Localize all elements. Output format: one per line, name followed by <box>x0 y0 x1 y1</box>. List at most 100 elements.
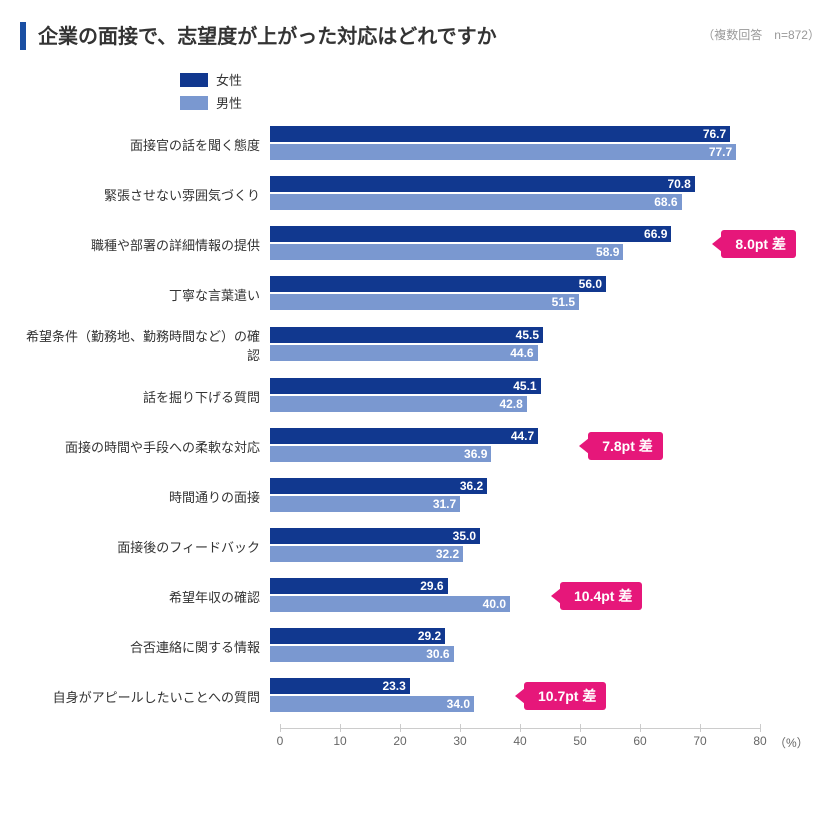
bar-female: 36.2 <box>270 478 487 494</box>
chart-row: 職種や部署の詳細情報の提供66.9 58.9 8.0pt 差 <box>20 226 820 262</box>
legend-swatch <box>180 96 208 110</box>
bar-track: 23.3 34.0 10.7pt 差 <box>270 678 750 714</box>
bar-track: 76.7 77.7 <box>270 126 750 162</box>
category-label: 面接後のフィードバック <box>20 537 270 556</box>
axis-tick <box>700 724 701 732</box>
difference-badge: 10.7pt 差 <box>524 682 606 710</box>
axis-tick-label: 60 <box>633 734 646 748</box>
badge-arrow-icon <box>579 438 589 454</box>
x-axis: 01020304050607080（%） <box>280 728 760 758</box>
bar-value-female: 45.5 <box>516 328 539 342</box>
bar-value-female: 45.1 <box>513 379 536 393</box>
chart-row: 緊張させない雰囲気づくり70.868.6 <box>20 176 820 212</box>
badge-arrow-icon <box>515 688 525 704</box>
bar-female: 29.6 <box>270 578 448 594</box>
axis-tick-label: 40 <box>513 734 526 748</box>
bar-value-male: 31.7 <box>433 497 456 511</box>
chart-row: 時間通りの面接36.2 31.7 <box>20 478 820 514</box>
category-label: 希望年収の確認 <box>20 587 270 606</box>
bar-track: 56.051.5 <box>270 276 750 312</box>
difference-badge: 7.8pt 差 <box>588 432 663 460</box>
axis-tick-label: 80 <box>753 734 766 748</box>
bar-value-male: 58.9 <box>596 245 619 259</box>
bar-track: 44.7 36.9 7.8pt 差 <box>270 428 750 464</box>
bar-male: 34.0 <box>270 696 474 712</box>
bar-value-male: 32.2 <box>436 547 459 561</box>
bar-track: 66.958.98.0pt 差 <box>270 226 750 262</box>
axis-tick-label: 10 <box>333 734 346 748</box>
bar-female: 44.7 <box>270 428 538 444</box>
chart-rows: 面接官の話を聞く態度76.777.7緊張させない雰囲気づくり70.868.6職種… <box>20 126 820 714</box>
bar-value-male: 30.6 <box>426 647 449 661</box>
axis-unit-label: （%） <box>774 734 809 751</box>
legend-item: 女性 <box>180 70 820 89</box>
bar-value-male: 68.6 <box>654 195 677 209</box>
bar-value-male: 44.6 <box>510 346 533 360</box>
legend-item: 男性 <box>180 93 820 112</box>
badge-arrow-icon <box>551 588 561 604</box>
bar-male: 32.2 <box>270 546 463 562</box>
bar-female: 76.7 <box>270 126 730 142</box>
chart-header: 企業の面接で、志望度が上がった対応はどれですか （複数回答 n=872） <box>20 20 820 50</box>
axis-tick <box>580 724 581 732</box>
bar-track: 29.6 40.0 10.4pt 差 <box>270 578 750 614</box>
bar-value-female: 35.0 <box>453 529 476 543</box>
difference-badge: 8.0pt 差 <box>721 230 796 258</box>
chart-row: 丁寧な言葉遣い56.051.5 <box>20 276 820 312</box>
bar-track: 36.2 31.7 <box>270 478 750 514</box>
axis-tick <box>280 724 281 732</box>
chart-row: 希望条件（勤務地、勤務時間など）の確認 45.5 44.6 <box>20 326 820 364</box>
chart-row: 面接後のフィードバック 35.0 32.2 <box>20 528 820 564</box>
difference-badge: 10.4pt 差 <box>560 582 642 610</box>
badge-arrow-icon <box>712 236 722 252</box>
category-label: 時間通りの面接 <box>20 487 270 506</box>
bar-value-female: 76.7 <box>703 127 726 141</box>
category-label: 話を掘り下げる質問 <box>20 387 270 406</box>
bar-female: 66.9 <box>270 226 671 242</box>
bar-female: 45.1 <box>270 378 541 394</box>
title-accent-bar <box>20 22 26 50</box>
bar-female: 23.3 <box>270 678 410 694</box>
category-label: 面接官の話を聞く態度 <box>20 135 270 154</box>
chart-row: 自身がアピールしたいことへの質問 23.3 34.0 10.7pt 差 <box>20 678 820 714</box>
bar-value-female: 23.3 <box>382 679 405 693</box>
axis-tick-label: 0 <box>277 734 284 748</box>
bar-value-male: 36.9 <box>464 447 487 461</box>
bar-male: 58.9 <box>270 244 623 260</box>
bar-male: 44.6 <box>270 345 538 361</box>
axis-tick-label: 20 <box>393 734 406 748</box>
category-label: 丁寧な言葉遣い <box>20 285 270 304</box>
legend: 女性男性 <box>180 70 820 112</box>
bar-track: 29.2 30.6 <box>270 628 750 664</box>
chart-row: 話を掘り下げる質問45.142.8 <box>20 378 820 414</box>
category-label: 合否連絡に関する情報 <box>20 637 270 656</box>
axis-tick <box>400 724 401 732</box>
bar-female: 70.8 <box>270 176 695 192</box>
chart-title: 企業の面接で、志望度が上がった対応はどれですか <box>38 20 692 49</box>
category-label: 職種や部署の詳細情報の提供 <box>20 235 270 254</box>
bar-male: 77.7 <box>270 144 736 160</box>
category-label: 自身がアピールしたいことへの質問 <box>20 687 270 706</box>
bar-female: 35.0 <box>270 528 480 544</box>
bar-value-female: 44.7 <box>511 429 534 443</box>
chart: 面接官の話を聞く態度76.777.7緊張させない雰囲気づくり70.868.6職種… <box>20 126 820 758</box>
bar-track: 35.0 32.2 <box>270 528 750 564</box>
bar-female: 45.5 <box>270 327 543 343</box>
bar-female: 29.2 <box>270 628 445 644</box>
bar-value-female: 29.2 <box>418 629 441 643</box>
legend-label: 男性 <box>216 93 242 112</box>
chart-row: 合否連絡に関する情報 29.2 30.6 <box>20 628 820 664</box>
bar-male: 36.9 <box>270 446 491 462</box>
bar-male: 30.6 <box>270 646 454 662</box>
chart-row: 希望年収の確認29.6 40.0 10.4pt 差 <box>20 578 820 614</box>
category-label: 希望条件（勤務地、勤務時間など）の確認 <box>20 326 270 364</box>
bar-value-female: 70.8 <box>667 177 690 191</box>
axis-tick <box>340 724 341 732</box>
bar-track: 70.8 68.6 <box>270 176 750 212</box>
bar-track: 45.5 44.6 <box>270 327 750 363</box>
legend-swatch <box>180 73 208 87</box>
bar-male: 40.0 <box>270 596 510 612</box>
bar-male: 51.5 <box>270 294 579 310</box>
bar-value-male: 40.0 <box>483 597 506 611</box>
axis-tick-label: 50 <box>573 734 586 748</box>
